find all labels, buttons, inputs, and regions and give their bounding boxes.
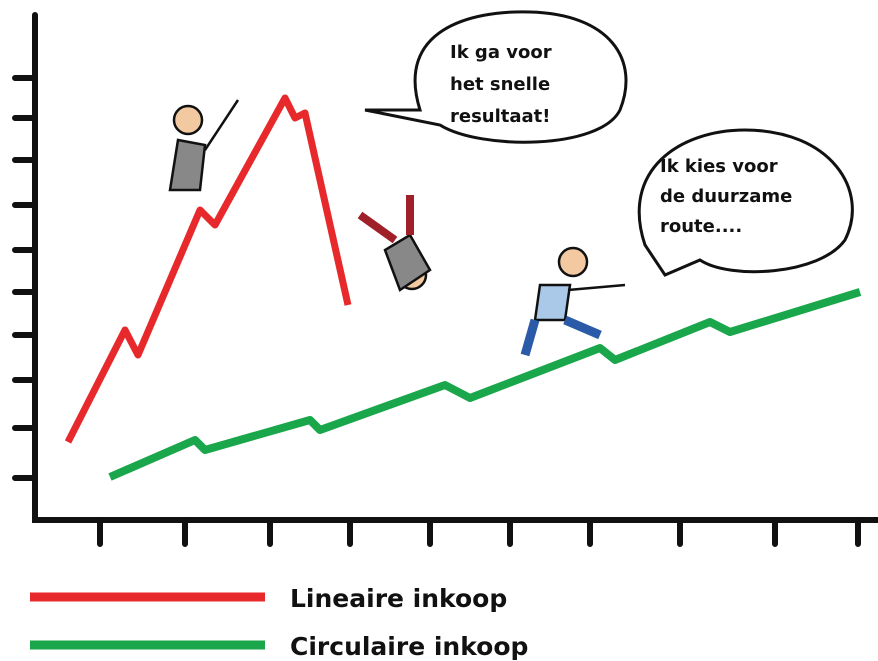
x-ticks: [100, 520, 858, 544]
figure-body: [535, 285, 570, 320]
bubble-text: route....: [660, 216, 742, 237]
circular-line: [110, 292, 860, 477]
figure-arm: [568, 285, 625, 290]
legend-label: Lineaire inkoop: [290, 584, 507, 613]
linear-line: [68, 98, 348, 442]
figure-head: [174, 106, 202, 134]
legend: Lineaire inkoop Circulaire inkoop: [30, 584, 528, 661]
cartoon-chart: Ik ga voor het snelle resultaat! Ik kies…: [0, 0, 878, 661]
bubble-text: resultaat!: [450, 106, 551, 127]
legend-label: Circulaire inkoop: [290, 632, 528, 661]
bubble-0: Ik ga voor het snelle resultaat!: [450, 42, 552, 127]
bubble-text: Ik kies voor: [660, 156, 778, 177]
bubble-text: het snelle: [450, 74, 550, 95]
figure-head: [559, 248, 587, 276]
bubble-text: de duurzame: [660, 186, 792, 207]
figure-body: [170, 140, 205, 190]
bubble-shapes: [365, 12, 852, 275]
figure-legs: [360, 195, 410, 240]
bubble-text: Ik ga voor: [450, 42, 552, 63]
figure-arm: [205, 100, 238, 150]
